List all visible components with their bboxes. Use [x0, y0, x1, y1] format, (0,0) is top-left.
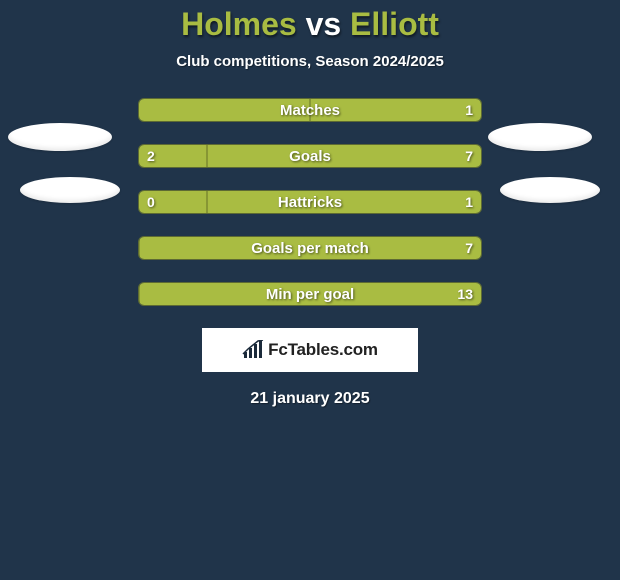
title-right: Elliott: [350, 6, 439, 42]
title-vs: vs: [297, 6, 350, 42]
bar-row: Goals per match7: [138, 236, 482, 260]
title-left: Holmes: [181, 6, 297, 42]
bar-row: Matches1: [138, 98, 482, 122]
bar-fill-left: [139, 145, 207, 167]
bar-chart-icon: [242, 340, 264, 360]
bar-row: Min per goal13: [138, 282, 482, 306]
logo-text: FcTables.com: [268, 340, 378, 360]
bar-fill-right: [207, 145, 481, 167]
bar-fill-right: [207, 191, 481, 213]
player-photo-placeholder: [488, 123, 592, 151]
subtitle: Club competitions, Season 2024/2025: [0, 53, 620, 70]
date-label: 21 january 2025: [0, 390, 620, 408]
bar-fill-right: [139, 237, 481, 259]
bar-row: Hattricks01: [138, 190, 482, 214]
bar-fill-left: [139, 99, 310, 121]
bar-fill-left: [139, 191, 207, 213]
bar-fill-right: [310, 99, 481, 121]
logo-box: FcTables.com: [202, 328, 418, 372]
player-photo-placeholder: [8, 123, 112, 151]
player-photo-placeholder: [500, 177, 600, 203]
player-photo-placeholder: [20, 177, 120, 203]
page-title: Holmes vs Elliott: [0, 0, 620, 43]
bar-row: Goals27: [138, 144, 482, 168]
bar-fill-right: [139, 283, 481, 305]
